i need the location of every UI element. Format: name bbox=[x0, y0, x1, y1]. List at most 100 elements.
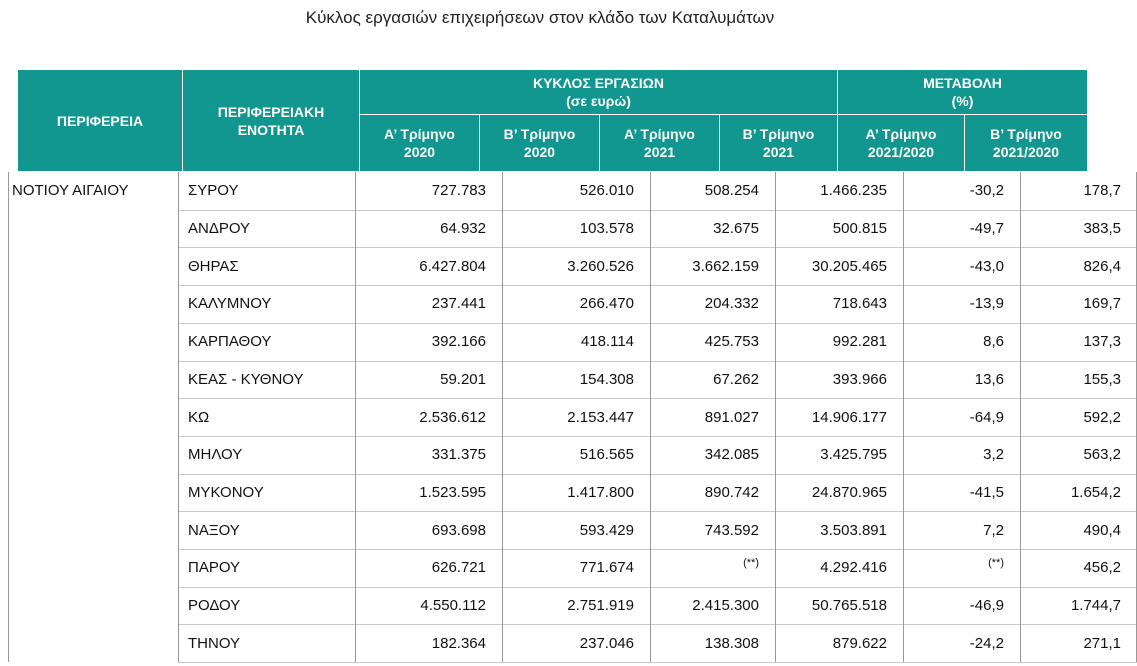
cell-text: 342.085 bbox=[704, 446, 759, 464]
cell-text: 592,2 bbox=[1083, 408, 1121, 426]
value-cell: 2.536.612 bbox=[355, 398, 502, 436]
cell-text: 3.425.795 bbox=[820, 446, 887, 464]
value-cell: 3.260.526 bbox=[502, 247, 650, 285]
cell-text: 237.046 bbox=[579, 634, 634, 652]
cell-text: 490,4 bbox=[1083, 521, 1121, 539]
value-cell: 516.565 bbox=[502, 436, 650, 474]
value-cell: 992.281 bbox=[775, 323, 903, 361]
unit-cell: ΤΗΝΟΥ bbox=[178, 624, 355, 662]
cell-text: 1.744,7 bbox=[1070, 597, 1121, 615]
unit-cell: ΑΝΔΡΟΥ bbox=[178, 210, 355, 248]
value-cell: 3.503.891 bbox=[775, 511, 903, 549]
cell-text: (**) bbox=[988, 557, 1004, 569]
value-cell: 3.425.795 bbox=[775, 436, 903, 474]
cell-text: 237.441 bbox=[431, 295, 486, 313]
header-text: 2021/2020 bbox=[992, 144, 1060, 160]
value-cell: 891.027 bbox=[650, 398, 775, 436]
cell-text: 8,6 bbox=[983, 333, 1004, 351]
column-border bbox=[775, 172, 776, 663]
header-text: (%) bbox=[951, 93, 974, 109]
cell-text: ΜΥΚΟΝΟΥ bbox=[188, 483, 264, 501]
header-text: ΚΥΚΛΟΣ ΕΡΓΑΣΙΩΝ bbox=[532, 75, 664, 91]
value-cell: 1.417.800 bbox=[502, 474, 650, 512]
header-cell: Α’ Τρίμηνο 2020 bbox=[360, 115, 480, 172]
value-cell: 727.783 bbox=[355, 172, 502, 210]
value-cell: 563,2 bbox=[1020, 436, 1137, 474]
cell-text: 1.466.235 bbox=[820, 182, 887, 200]
value-cell: 592,2 bbox=[1020, 398, 1137, 436]
cell-text: 516.565 bbox=[579, 446, 634, 464]
header-text: 2021 bbox=[643, 144, 676, 160]
unit-cell: ΡΟΔΟΥ bbox=[178, 587, 355, 625]
header-cell: Α’ Τρίμηνο 2021 bbox=[600, 115, 720, 172]
value-cell: 626.721 bbox=[355, 549, 502, 587]
header-text: 2020 bbox=[403, 144, 436, 160]
value-cell: 2.751.919 bbox=[502, 587, 650, 625]
row-border bbox=[178, 473, 1137, 475]
header-cell: ΠΕΡΙΦΕΡΕΙΑ bbox=[18, 70, 183, 172]
cell-text: 169,7 bbox=[1083, 295, 1121, 313]
cell-text: ΤΗΝΟΥ bbox=[188, 634, 241, 652]
value-cell: 169,7 bbox=[1020, 285, 1137, 323]
cell-text: -13,9 bbox=[969, 295, 1004, 313]
header-text: ΠΕΡΙΦΕΡΕΙΑΚΗ bbox=[217, 103, 325, 120]
header-text: ΕΝΟΤΗΤΑ bbox=[237, 121, 305, 138]
cell-text: 891.027 bbox=[704, 408, 759, 426]
value-cell: 1.654,2 bbox=[1020, 474, 1137, 512]
header-group: ΜΕΤΑΒΟΛΗ (%) bbox=[838, 70, 1088, 115]
cell-text: ΜΗΛΟΥ bbox=[188, 446, 243, 464]
value-cell: 59.201 bbox=[355, 361, 502, 399]
cell-text: ΚΑΛΥΜΝΟΥ bbox=[188, 295, 272, 313]
cell-text: 1.523.595 bbox=[419, 483, 486, 501]
cell-text: 32.675 bbox=[713, 220, 759, 238]
value-cell: 4.550.112 bbox=[355, 587, 502, 625]
value-cell: 879.622 bbox=[775, 624, 903, 662]
cell-text: 155,3 bbox=[1083, 370, 1121, 388]
cell-text: 456,2 bbox=[1083, 559, 1121, 577]
cell-text: 1.654,2 bbox=[1070, 483, 1121, 501]
row-border bbox=[178, 247, 1137, 249]
header-text: Α’ Τρίμηνο bbox=[624, 126, 695, 142]
cell-text: 182.364 bbox=[431, 634, 486, 652]
value-cell: 237.441 bbox=[355, 285, 502, 323]
value-cell: 154.308 bbox=[502, 361, 650, 399]
cell-text: ΚΑΡΠΑΘΟΥ bbox=[188, 333, 272, 351]
value-cell: 50.765.518 bbox=[775, 587, 903, 625]
cell-text: 2.415.300 bbox=[692, 597, 759, 615]
value-cell: 271,1 bbox=[1020, 624, 1137, 662]
value-cell: 4.292.416 bbox=[775, 549, 903, 587]
value-cell: (**) bbox=[903, 549, 1020, 587]
cell-text: ΑΝΔΡΟΥ bbox=[188, 220, 251, 238]
cell-text: 500.815 bbox=[832, 220, 887, 238]
cell-text: -30,2 bbox=[969, 182, 1004, 200]
cell-text: 693.698 bbox=[431, 521, 486, 539]
column-border bbox=[650, 172, 651, 663]
cell-text: 137,3 bbox=[1083, 333, 1121, 351]
row-border bbox=[178, 586, 1137, 588]
unit-cell: ΝΑΞΟΥ bbox=[178, 511, 355, 549]
unit-cell: ΜΗΛΟΥ bbox=[178, 436, 355, 474]
value-cell: 1.744,7 bbox=[1020, 587, 1137, 625]
value-cell: 13,6 bbox=[903, 361, 1020, 399]
row-border bbox=[178, 209, 1137, 211]
cell-text: 67.262 bbox=[713, 370, 759, 388]
value-cell: 526.010 bbox=[502, 172, 650, 210]
column-border bbox=[903, 172, 904, 663]
cell-text: 992.281 bbox=[832, 333, 887, 351]
value-cell: -13,9 bbox=[903, 285, 1020, 323]
value-cell: 178,7 bbox=[1020, 172, 1137, 210]
unit-cell: ΠΑΡΟΥ bbox=[178, 549, 355, 587]
header-cell: Β’ Τρίμηνο 2020 bbox=[480, 115, 600, 172]
value-cell: -64,9 bbox=[903, 398, 1020, 436]
cell-text: 204.332 bbox=[704, 295, 759, 313]
value-cell: -30,2 bbox=[903, 172, 1020, 210]
header-group: ΚΥΚΛΟΣ ΕΡΓΑΣΙΩΝ (σε ευρώ) bbox=[360, 70, 838, 115]
unit-cell: ΘΗΡΑΣ bbox=[178, 247, 355, 285]
value-cell: 718.643 bbox=[775, 285, 903, 323]
header-text: Β’ Τρίμηνο bbox=[742, 126, 815, 142]
cell-text: 4.292.416 bbox=[820, 559, 887, 577]
value-cell: 826,4 bbox=[1020, 247, 1137, 285]
row-border bbox=[178, 624, 1137, 626]
value-cell: 3,2 bbox=[903, 436, 1020, 474]
